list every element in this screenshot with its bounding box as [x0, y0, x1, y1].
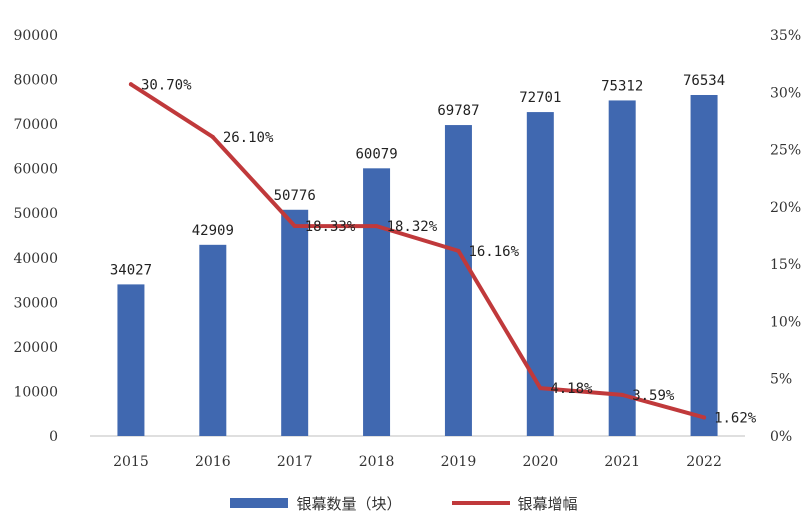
right-y-tick: 5%: [770, 372, 792, 388]
legend-item-bar: 银幕数量（块）: [230, 493, 402, 514]
x-tick: 2016: [195, 454, 231, 470]
line-point: [292, 223, 297, 228]
bar-data-labels: 34027 42909 50776 60079 69787 72701 75312 76534: [110, 73, 725, 278]
left-y-tick: 40000: [13, 251, 58, 267]
line-value-label: 3.59%: [632, 388, 675, 404]
line-point: [456, 248, 461, 253]
line-point: [374, 224, 379, 229]
x-tick: 2018: [359, 454, 395, 470]
bar-value-label: 42909: [192, 223, 234, 239]
right-y-tick: 20%: [770, 200, 801, 216]
x-tick: 2015: [113, 454, 149, 470]
legend-bar-label: 银幕数量（块）: [296, 494, 402, 513]
line-value-label: 18.32%: [387, 219, 438, 235]
line-value-label: 26.10%: [223, 130, 274, 146]
right-y-axis-ticks: 0% 5% 10% 15% 20% 25% 30% 35%: [770, 28, 801, 445]
x-tick: 2022: [686, 454, 722, 470]
legend-item-line: 银幕增幅: [451, 493, 578, 514]
line-value-label: 1.62%: [714, 410, 757, 426]
bar-value-label: 50776: [274, 188, 316, 204]
bar-value-label: 69787: [437, 103, 479, 119]
right-y-tick: 10%: [770, 314, 801, 330]
line-value-label: 4.18%: [550, 381, 593, 397]
x-axis-ticks: 2015 2016 2017 2018 2019 2020 2021 2022: [113, 454, 722, 470]
bar: [199, 244, 227, 436]
right-y-tick: 30%: [770, 85, 801, 101]
right-y-tick: 15%: [770, 257, 801, 273]
combo-chart: 0 10000 20000 30000 40000 50000 60000 70000 8000…: [13, 28, 801, 470]
bar: [444, 125, 472, 436]
bar: [608, 100, 636, 436]
left-y-tick: 0: [49, 429, 58, 445]
x-tick: 2020: [522, 454, 558, 470]
bar: [526, 112, 554, 436]
bar-value-label: 72701: [519, 90, 561, 106]
line-data-labels: 30.70% 26.10% 18.33% 18.32% 16.16% 4.18% 3.59%…: [141, 77, 757, 426]
bar-value-label: 60079: [355, 146, 397, 162]
right-y-tick: 0%: [770, 429, 792, 445]
left-y-tick: 30000: [13, 295, 58, 311]
legend-line-label: 银幕增幅: [517, 494, 578, 513]
legend-bar-swatch: [230, 498, 289, 508]
x-tick: 2019: [441, 454, 477, 470]
left-y-tick: 90000: [13, 28, 58, 44]
left-y-tick: 50000: [13, 206, 58, 222]
bar-value-label: 75312: [601, 78, 643, 94]
line-point: [128, 82, 133, 87]
bar-series: [117, 94, 718, 437]
line-point: [702, 415, 707, 420]
bar: [690, 94, 718, 437]
bar: [363, 168, 391, 436]
x-tick: 2017: [277, 454, 313, 470]
bar-value-label: 76534: [683, 73, 725, 89]
left-y-tick: 20000: [13, 340, 58, 356]
left-y-tick: 70000: [13, 117, 58, 133]
left-y-tick: 60000: [13, 162, 58, 178]
line-point: [620, 392, 625, 397]
bar-value-label: 34027: [110, 262, 152, 278]
line-value-label: 30.70%: [141, 77, 192, 93]
line-point: [538, 386, 543, 391]
line-value-label: 18.33%: [305, 219, 356, 235]
line-value-label: 16.16%: [468, 244, 519, 260]
legend: 银幕数量（块） 银幕增幅: [0, 489, 808, 517]
line-series: [128, 82, 707, 420]
line-series-path: [128, 82, 707, 420]
left-y-tick: 10000: [13, 384, 58, 400]
x-tick: 2021: [604, 454, 640, 470]
left-y-axis-ticks: 0 10000 20000 30000 40000 50000 60000 70000 8000…: [13, 28, 58, 445]
bar: [281, 209, 309, 436]
left-y-tick: 80000: [13, 73, 58, 89]
legend-line-swatch: [451, 501, 510, 505]
bar: [117, 284, 145, 436]
right-y-tick: 35%: [770, 28, 801, 44]
right-y-tick: 25%: [770, 143, 801, 159]
line-point: [210, 134, 215, 139]
